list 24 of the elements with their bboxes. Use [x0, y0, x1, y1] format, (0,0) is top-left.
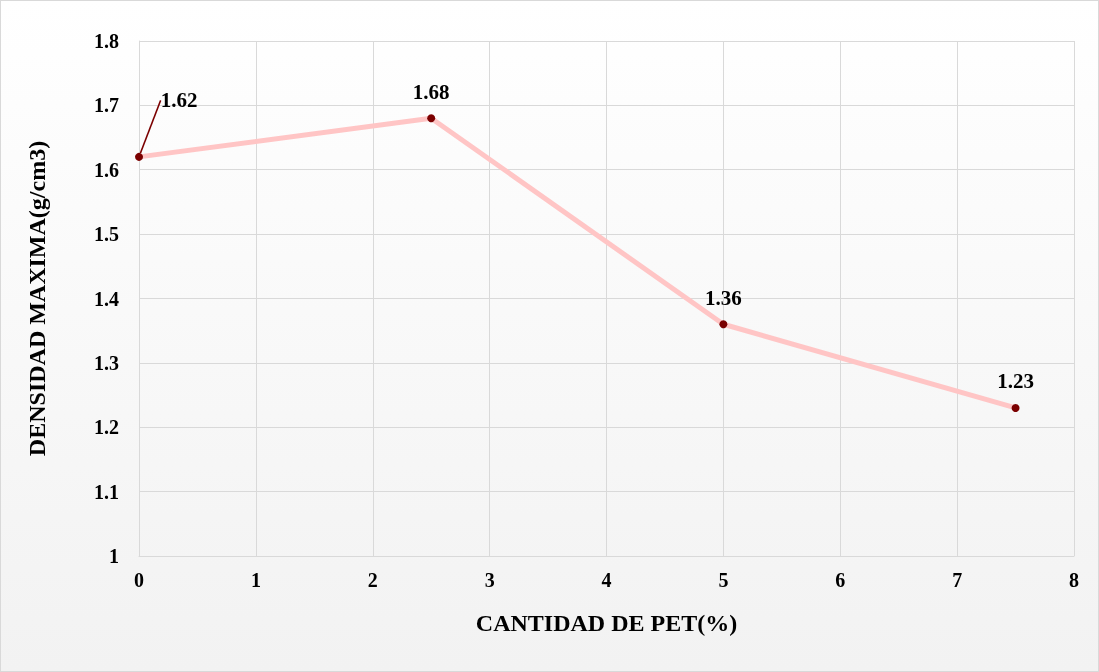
x-tick-label: 8 [1069, 569, 1079, 591]
y-axis-title: DENSIDAD MAXIMA(g/cm3) [24, 140, 50, 457]
x-tick-label: 6 [835, 569, 846, 591]
x-axis-title: CANTIDAD DE PET(%) [475, 610, 738, 636]
y-tick-label: 1.1 [94, 480, 119, 503]
x-tick-label: 1 [250, 569, 261, 591]
y-tick-label: 1.8 [94, 30, 119, 52]
x-tick-label: 4 [601, 569, 612, 591]
x-tick-label: 2 [367, 569, 378, 591]
y-tick-label: 1.2 [94, 416, 119, 439]
y-tick-label: 1.7 [94, 94, 119, 117]
data-label: 1.23 [997, 369, 1034, 394]
data-label: 1.62 [160, 88, 198, 113]
x-tick-label: 5 [718, 569, 729, 591]
y-tick-label: 1.3 [94, 351, 119, 374]
y-tick-label: 1 [109, 545, 119, 567]
data-label: 1.36 [705, 285, 742, 310]
data-label: 1.68 [412, 79, 450, 104]
y-tick-label: 1.4 [94, 287, 119, 310]
x-tick-label: 0 [134, 569, 144, 591]
y-tick-label: 1.6 [94, 158, 119, 181]
x-tick-label: 3 [484, 569, 495, 591]
y-tick-label: 1.5 [94, 223, 119, 246]
x-tick-label: 7 [952, 569, 963, 591]
